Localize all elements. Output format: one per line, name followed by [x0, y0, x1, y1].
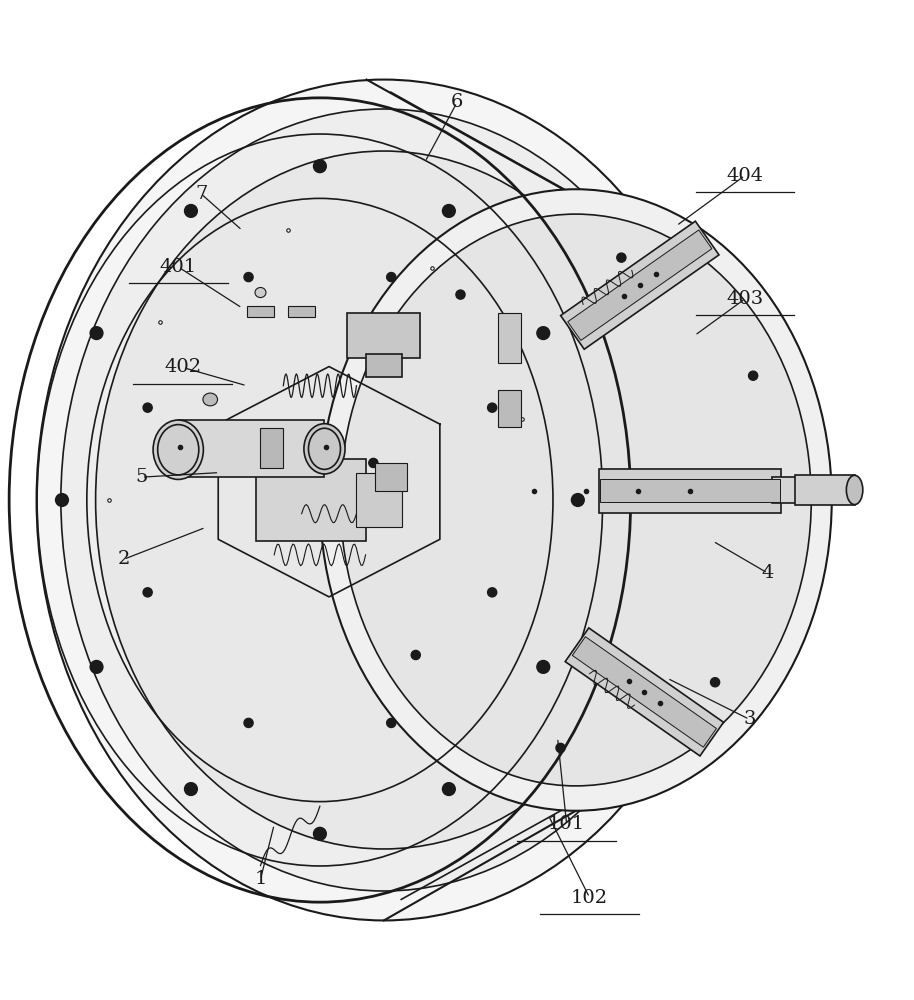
Polygon shape [600, 479, 780, 502]
Bar [795, 475, 855, 505]
Circle shape [90, 660, 103, 673]
Bar [356, 473, 402, 527]
Text: 1: 1 [254, 870, 267, 888]
Polygon shape [565, 628, 724, 756]
Circle shape [56, 494, 69, 506]
Circle shape [387, 718, 396, 727]
Circle shape [411, 650, 420, 660]
Bar [498, 313, 521, 363]
Text: 401: 401 [160, 258, 197, 276]
Circle shape [314, 160, 326, 173]
Text: 4: 4 [761, 564, 774, 582]
Circle shape [143, 588, 153, 597]
Circle shape [387, 273, 396, 282]
Circle shape [571, 494, 584, 506]
Circle shape [244, 273, 253, 282]
Circle shape [442, 783, 455, 795]
Bar [178, 420, 324, 477]
Bar [260, 428, 283, 468]
Bar [375, 463, 407, 491]
Circle shape [617, 253, 626, 262]
Bar [772, 477, 823, 503]
Text: 7: 7 [195, 185, 207, 203]
Polygon shape [560, 221, 719, 349]
Text: 6: 6 [451, 93, 463, 111]
Circle shape [537, 327, 549, 340]
Bar [247, 306, 274, 317]
Bar [347, 313, 420, 358]
Text: 102: 102 [571, 889, 608, 907]
Ellipse shape [96, 151, 672, 849]
Text: 402: 402 [165, 358, 201, 376]
Circle shape [456, 290, 465, 299]
Bar [256, 459, 366, 541]
Polygon shape [568, 230, 712, 340]
Text: 403: 403 [727, 290, 763, 308]
Circle shape [369, 458, 378, 468]
Polygon shape [572, 637, 717, 747]
Circle shape [487, 403, 496, 412]
Circle shape [442, 205, 455, 217]
Circle shape [244, 718, 253, 727]
Ellipse shape [320, 189, 832, 811]
Ellipse shape [203, 393, 218, 406]
Circle shape [185, 783, 197, 795]
Circle shape [537, 660, 549, 673]
Circle shape [90, 327, 103, 340]
Ellipse shape [846, 475, 863, 505]
Polygon shape [599, 469, 781, 513]
Circle shape [487, 588, 496, 597]
Circle shape [314, 827, 326, 840]
Circle shape [143, 403, 153, 412]
Ellipse shape [154, 420, 203, 479]
Text: 101: 101 [548, 815, 585, 833]
Text: 2: 2 [117, 550, 130, 568]
Ellipse shape [255, 287, 266, 298]
Text: 5: 5 [135, 468, 148, 486]
Bar [366, 354, 402, 377]
Ellipse shape [303, 424, 345, 474]
Circle shape [710, 678, 719, 687]
Bar [498, 390, 521, 427]
Text: 3: 3 [743, 710, 756, 728]
Circle shape [556, 743, 565, 752]
Ellipse shape [340, 214, 812, 786]
Bar [288, 306, 315, 317]
Ellipse shape [37, 80, 731, 920]
Circle shape [749, 371, 758, 380]
Ellipse shape [61, 109, 707, 891]
Text: 404: 404 [727, 167, 763, 185]
Circle shape [185, 205, 197, 217]
